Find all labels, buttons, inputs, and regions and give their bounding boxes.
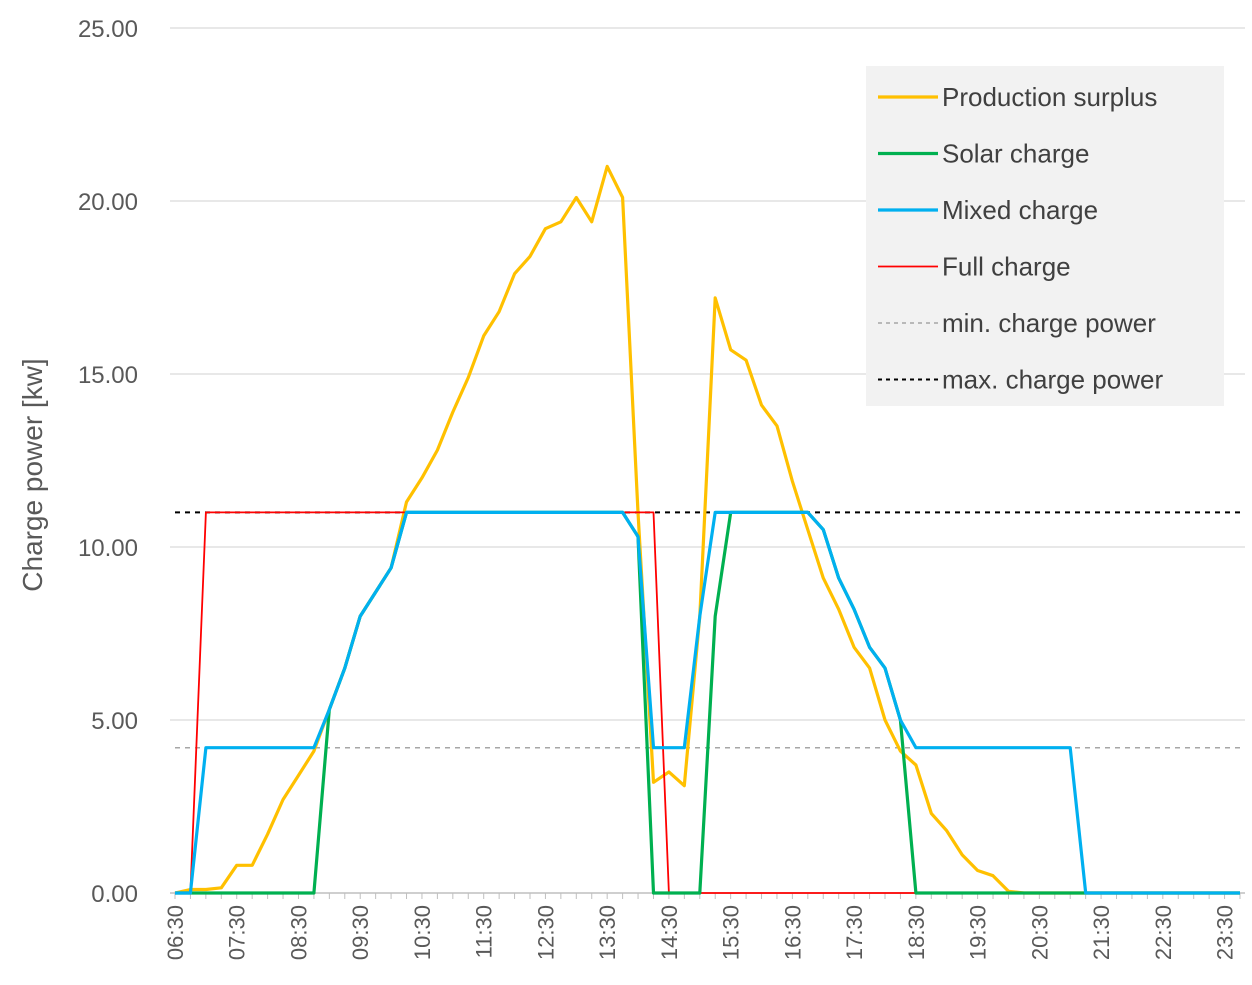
legend-label: Mixed charge	[942, 195, 1098, 225]
x-tick-label: 18:30	[904, 905, 929, 960]
series-mixed-charge	[175, 510, 1240, 895]
x-tick-label: 21:30	[1089, 905, 1114, 960]
x-tick-label: 16:30	[780, 905, 805, 960]
y-tick-label: 10.00	[78, 535, 138, 562]
x-tick-label: 13:30	[595, 905, 620, 960]
legend-label: min. charge power	[942, 308, 1156, 338]
x-tick-label: 06:30	[163, 905, 188, 960]
x-tick-label: 20:30	[1027, 905, 1052, 960]
legend-label: Full charge	[942, 252, 1071, 282]
y-axis-label: Charge power [kw]	[17, 358, 48, 591]
y-tick-label: 25.00	[78, 16, 138, 43]
legend-label: max. charge power	[942, 365, 1163, 395]
x-tick-label: 17:30	[842, 905, 867, 960]
x-tick-label: 23:30	[1213, 905, 1238, 960]
x-tick-label: 11:30	[472, 905, 497, 958]
legend-label: Production surplus	[942, 82, 1157, 112]
series-lines	[174, 164, 1240, 895]
legend-label: Solar charge	[942, 139, 1089, 169]
y-tick-label: 20.00	[78, 189, 138, 216]
x-tick-label: 19:30	[966, 905, 991, 960]
x-tick-label: 22:30	[1151, 905, 1176, 960]
y-tick-label: 5.00	[91, 708, 138, 735]
y-axis: 0.00 5.00 10.00 15.00 20.00 25.00	[78, 16, 138, 908]
legend: Production surplus Solar charge Mixed char…	[866, 66, 1224, 406]
x-tick-label: 12:30	[533, 905, 558, 960]
x-tick-label: 14:30	[657, 905, 682, 960]
x-axis: 06:30 07:30 08:30 09:30 10:30 11:30 12:30 13:30…	[163, 892, 1245, 960]
x-tick-label: 08:30	[286, 905, 311, 960]
x-tick-label: 10:30	[410, 905, 435, 960]
x-tick-label: 15:30	[719, 905, 744, 960]
x-tick-label: 09:30	[348, 905, 373, 960]
legend-background	[866, 66, 1224, 406]
x-tick-label: 07:30	[225, 905, 250, 960]
y-tick-label: 0.00	[91, 881, 138, 908]
y-tick-label: 15.00	[78, 362, 138, 389]
